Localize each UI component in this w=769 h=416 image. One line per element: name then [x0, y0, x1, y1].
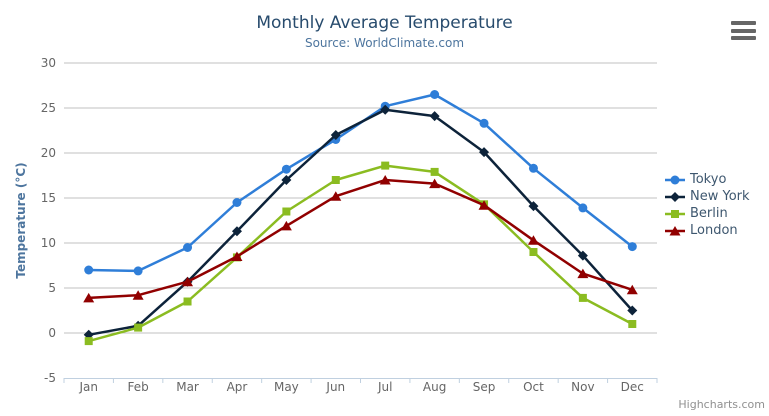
legend-item-london[interactable]: London	[665, 224, 750, 238]
credits-link[interactable]: Highcharts.com	[678, 398, 765, 411]
y-axis-label: 5	[48, 281, 56, 295]
data-point-marker	[133, 266, 143, 276]
chart-subtitle: Source: WorldClimate.com	[304, 36, 465, 50]
legend-marker-triangle-icon	[665, 226, 685, 236]
data-point-marker	[380, 104, 391, 115]
legend-label: London	[690, 223, 738, 238]
data-point-marker	[479, 118, 489, 128]
data-point-marker	[231, 251, 243, 261]
y-axis-label: 30	[41, 56, 56, 70]
data-point-marker	[669, 226, 681, 236]
series-tokyo	[84, 90, 637, 276]
y-axis-label: 15	[41, 191, 56, 205]
x-axis-label: Jun	[325, 380, 345, 394]
data-point-marker	[429, 111, 440, 122]
series-line-tokyo	[87, 93, 634, 273]
data-point-marker	[381, 161, 390, 170]
data-point-marker	[132, 290, 144, 300]
data-point-marker	[670, 192, 680, 202]
y-axis-label: 0	[48, 326, 56, 340]
legend-label: New York	[690, 189, 750, 204]
data-point-marker	[478, 200, 490, 210]
x-axis-label: Apr	[227, 380, 248, 394]
series-new-york	[83, 104, 638, 340]
data-point-marker	[232, 198, 242, 207]
data-point-marker	[280, 220, 292, 231]
data-point-marker	[529, 248, 538, 256]
data-point-marker	[528, 201, 539, 212]
y-axis-label: -5	[44, 371, 56, 385]
data-point-marker	[430, 90, 440, 99]
legend-item-new-york[interactable]: New York	[665, 190, 750, 204]
legend-marker-diamond-icon	[665, 192, 685, 202]
data-point-marker	[281, 175, 292, 185]
x-axis-label: Feb	[128, 380, 149, 394]
data-point-marker	[379, 175, 391, 185]
data-point-marker	[84, 265, 94, 275]
data-point-marker	[330, 191, 342, 201]
data-point-marker	[183, 297, 192, 306]
x-axis-label: Dec	[621, 380, 644, 394]
y-axis-label: 25	[41, 101, 56, 115]
hamburger-bar	[731, 28, 756, 33]
hamburger-bar	[731, 21, 756, 25]
series-line-berlin	[87, 164, 634, 343]
data-point-marker	[671, 210, 679, 218]
legend-item-tokyo[interactable]: Tokyo	[665, 173, 750, 187]
data-point-marker	[627, 242, 637, 252]
legend-marker-square-icon	[665, 210, 685, 218]
chart-title: Monthly Average Temperature	[256, 13, 513, 33]
series-london	[83, 175, 638, 303]
x-axis-label: Jul	[377, 380, 392, 394]
data-point-marker	[577, 250, 588, 261]
data-point-marker	[84, 337, 93, 346]
data-point-marker	[182, 276, 194, 287]
data-point-marker	[627, 305, 638, 316]
data-point-marker	[628, 320, 637, 328]
legend-marker-circle-icon	[665, 175, 685, 185]
legend-label: Tokyo	[690, 172, 727, 187]
data-point-marker	[83, 292, 95, 303]
data-point-marker	[429, 178, 441, 189]
legend: Tokyo New York Berlin London	[665, 173, 750, 238]
legend-item-berlin[interactable]: Berlin	[665, 207, 750, 221]
hamburger-icon[interactable]	[731, 21, 756, 40]
data-point-marker	[528, 163, 538, 173]
y-axis-title: Temperature (°C)	[14, 162, 28, 278]
legend-label: Berlin	[690, 206, 728, 221]
data-point-marker	[331, 176, 340, 184]
x-axis-label: Nov	[571, 380, 594, 394]
data-point-marker	[231, 226, 242, 237]
data-point-marker	[479, 147, 490, 158]
data-point-marker	[183, 243, 193, 252]
x-axis-label: Sep	[473, 380, 496, 394]
x-axis-label: Oct	[523, 380, 544, 394]
data-point-marker	[282, 207, 291, 216]
x-axis-label: May	[274, 380, 299, 394]
data-point-marker	[430, 167, 439, 176]
data-point-marker	[527, 235, 539, 245]
y-axis-label: 10	[41, 236, 56, 250]
data-point-marker	[578, 293, 587, 302]
series-line-new-york	[87, 108, 634, 337]
data-point-marker	[330, 130, 341, 140]
y-axis-label: 20	[41, 146, 56, 160]
data-point-marker	[578, 203, 588, 213]
data-point-marker	[134, 323, 143, 332]
data-point-marker	[281, 164, 291, 174]
x-axis-label: Mar	[176, 380, 199, 394]
data-point-marker	[577, 268, 589, 279]
data-point-marker	[626, 284, 638, 295]
x-axis-label: Aug	[423, 380, 446, 394]
series-line-london	[87, 178, 634, 300]
x-axis-label: Jan	[78, 380, 98, 394]
hamburger-bar	[731, 36, 756, 40]
data-point-marker	[670, 175, 680, 185]
